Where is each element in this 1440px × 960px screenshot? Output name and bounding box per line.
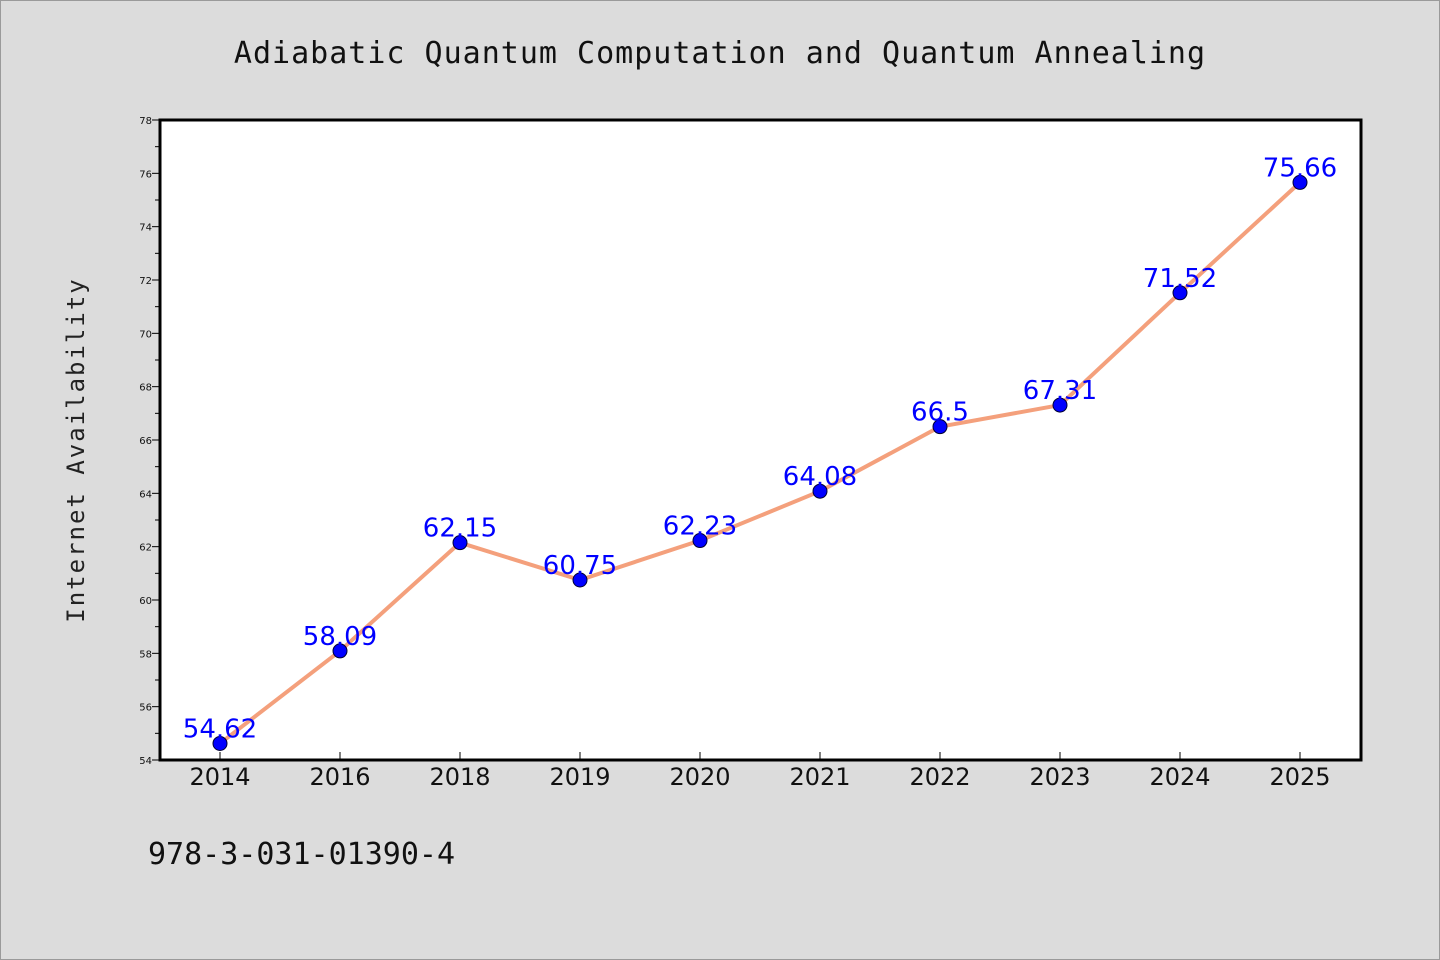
x-tick-label: 2019 [549,763,610,791]
data-label: 64.08 [783,462,857,492]
x-tick-label: 2021 [789,763,850,791]
data-point [812,483,828,499]
data-point [1052,397,1068,413]
chart-title: Adiabatic Quantum Computation and Quantu… [234,36,1206,71]
plot-area [158,118,1363,762]
data-point [212,735,228,751]
data-point [1292,174,1308,190]
data-point [932,419,948,435]
x-tick-label: 2024 [1149,763,1210,791]
y-tick-label: 68 [139,383,152,394]
x-axis: 2014 2016 2018 2019 2020 2021 2022 2023 2024 2025 [189,752,1331,791]
x-tick-label: 2014 [189,763,250,791]
y-tick-label: 64 [139,489,152,500]
series-group [212,174,1308,751]
y-tick-label: 76 [139,169,152,180]
x-tick-label: 2020 [669,763,730,791]
y-axis: 54 56 58 60 62 64 66 68 70 72 74 76 78 [139,116,160,767]
data-label: 54.62 [183,714,257,744]
y-tick-label: 72 [139,276,152,287]
x-tick-label: 2025 [1269,763,1330,791]
y-tick-label: 54 [139,756,152,767]
y-tick-label: 62 [139,543,152,554]
y-tick-label: 58 [139,649,152,660]
data-label: 75.66 [1263,153,1337,183]
x-tick-label: 2023 [1029,763,1090,791]
data-point [572,572,588,588]
data-label: 71.52 [1143,264,1217,294]
data-label: 60.75 [543,551,617,581]
data-point [332,643,348,659]
y-tick-label: 70 [139,329,152,340]
x-tick-label: 2022 [909,763,970,791]
data-point [692,533,708,549]
data-label: 62.23 [663,512,737,542]
data-point [1172,285,1188,301]
y-tick-label: 78 [139,116,152,127]
data-labels: 54.62 58.09 62.15 60.75 62.23 64.08 66.5 67.31 7… [183,153,1337,744]
y-tick-label: 66 [139,436,152,447]
data-point [452,535,468,551]
y-tick-label: 56 [139,703,152,714]
isbn-footer: 978-3-031-01390-4 [148,837,455,872]
data-label: 67.31 [1023,376,1097,406]
data-label: 62.15 [423,514,497,544]
y-tick-label: 74 [139,223,152,234]
data-label: 58.09 [303,622,377,652]
series-line [218,180,1302,746]
x-tick-label: 2016 [309,763,370,791]
y-tick-label: 60 [139,596,152,607]
y-axis-label: Internet Availability [62,277,90,622]
data-label: 66.5 [911,398,969,428]
x-tick-label: 2018 [429,763,490,791]
